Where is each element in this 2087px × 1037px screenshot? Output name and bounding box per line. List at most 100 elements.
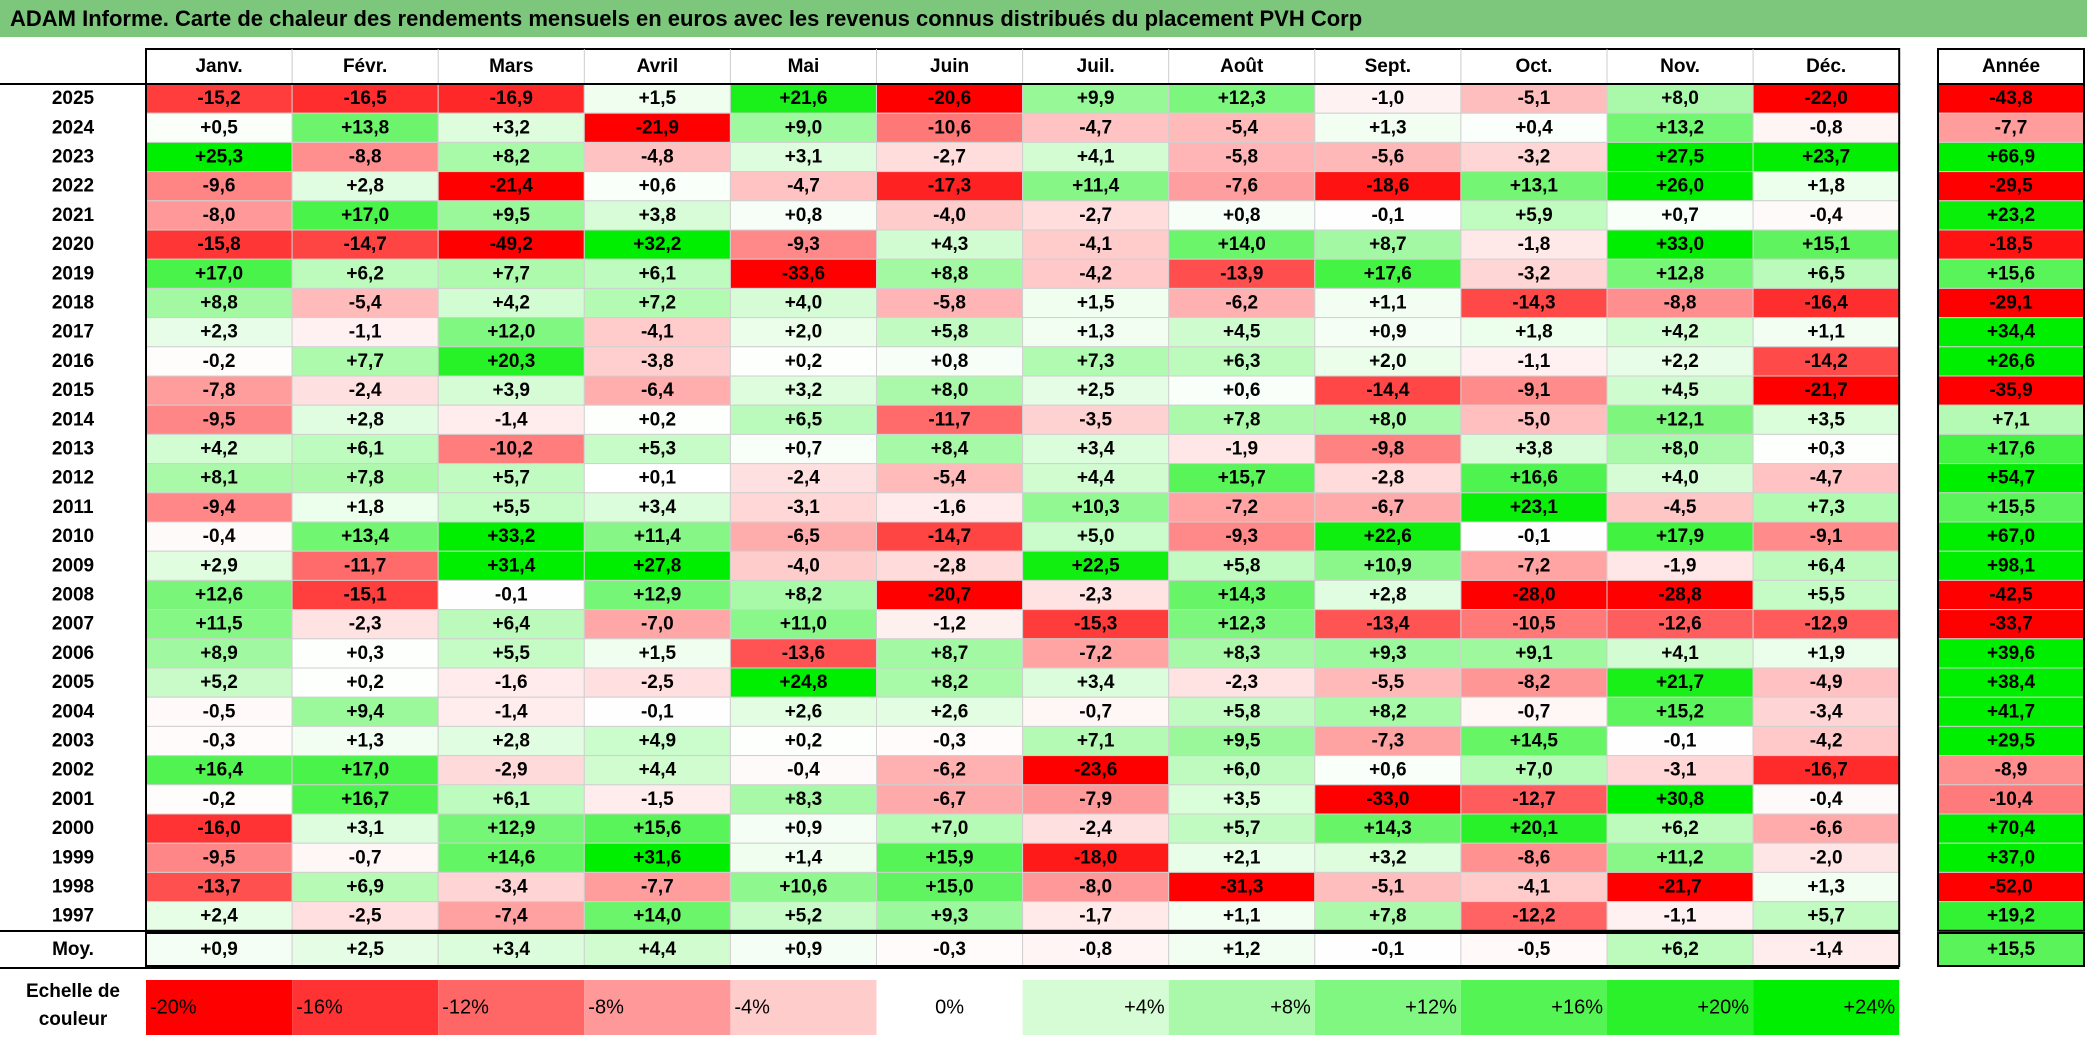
annual-cell xyxy=(1937,258,2085,289)
heatmap-cell xyxy=(1460,696,1608,727)
cell-value: -2,3 xyxy=(1079,585,1112,606)
heatmap-cell xyxy=(1314,317,1462,348)
heatmap-cell xyxy=(1460,521,1608,552)
cell-value: -28,8 xyxy=(1658,585,1701,606)
annual-value: +17,6 xyxy=(1987,439,2035,460)
annual-cell xyxy=(1937,579,2085,611)
heatmap-cell xyxy=(1606,258,1754,289)
cell-value: +4,5 xyxy=(1223,322,1261,343)
cell-value: +8,2 xyxy=(785,585,823,606)
heatmap-cell xyxy=(729,171,878,202)
heatmap-cell xyxy=(876,141,1024,173)
year-label-2015: 2015 xyxy=(52,380,95,401)
heatmap-cell xyxy=(729,287,878,319)
cell-value: -2,7 xyxy=(1079,205,1112,226)
color-scale-label-line-1: Echelle de xyxy=(26,981,120,1002)
cell-value: +8,0 xyxy=(931,380,969,401)
cell-value: +11,5 xyxy=(196,614,243,635)
cell-value: +16,7 xyxy=(341,789,389,810)
cell-value: +12,9 xyxy=(487,818,535,839)
month-header-2: Mars xyxy=(489,56,533,77)
cell-value: +2,9 xyxy=(200,555,238,576)
cell-value: +27,5 xyxy=(1656,147,1705,168)
cell-value: +2,6 xyxy=(931,701,969,722)
heatmap-cell xyxy=(1022,784,1170,815)
heatmap-cell xyxy=(1460,609,1608,640)
cell-value: -3,8 xyxy=(641,351,674,372)
cell-value: -3,4 xyxy=(1810,701,1843,722)
cell-value: +0,6 xyxy=(639,176,677,197)
cell-value: +0,3 xyxy=(1807,439,1845,460)
heatmap-cell xyxy=(729,696,878,727)
cell-value: -2,4 xyxy=(349,380,382,401)
month-header-9: Oct. xyxy=(1515,56,1552,77)
cell-value: +9,4 xyxy=(346,701,384,722)
heatmap-cell xyxy=(1168,842,1316,873)
cell-value: +0,6 xyxy=(1369,760,1407,781)
cell-value: +12,3 xyxy=(1218,614,1266,635)
heatmap-cell xyxy=(1168,521,1316,552)
cell-value: +6,1 xyxy=(346,439,384,460)
cell-value: -9,5 xyxy=(203,847,236,868)
heatmap-cell xyxy=(1022,375,1170,406)
cell-value: -1,4 xyxy=(495,701,528,722)
cell-value: -20,7 xyxy=(928,585,971,606)
heatmap-cell xyxy=(1022,171,1170,202)
heatmap-cell xyxy=(1022,871,1170,903)
cell-value: -3,2 xyxy=(1518,263,1551,284)
heatmap-cell xyxy=(291,463,439,494)
cell-value: +3,4 xyxy=(1077,672,1115,693)
cell-value: -7,8 xyxy=(203,380,236,401)
average-value: +1,2 xyxy=(1223,939,1261,960)
heatmap-cell xyxy=(583,287,731,319)
heatmap-cell xyxy=(1752,550,1900,581)
cell-value: +0,9 xyxy=(785,818,823,839)
cell-value: +0,1 xyxy=(639,468,677,489)
heatmap-cell xyxy=(1460,725,1608,757)
annual-cell xyxy=(1937,784,2085,815)
heatmap-cell xyxy=(1606,521,1754,552)
annual-cell xyxy=(1937,609,2085,640)
cell-value: +9,0 xyxy=(785,117,823,138)
cell-value: -2,9 xyxy=(495,760,528,781)
heatmap-cell xyxy=(437,141,585,173)
cell-value: +8,2 xyxy=(1369,701,1407,722)
month-header-10: Nov. xyxy=(1660,56,1700,77)
cell-value: +5,9 xyxy=(1515,205,1553,226)
average-cell xyxy=(583,932,731,967)
color-scale-label: +20% xyxy=(1697,997,1749,1019)
cell-value: -10,6 xyxy=(928,117,971,138)
average-cell xyxy=(1168,932,1316,967)
cell-value: +32,2 xyxy=(633,234,681,255)
cell-value: +11,0 xyxy=(780,614,827,635)
year-label-2024: 2024 xyxy=(52,117,95,138)
year-label-2022: 2022 xyxy=(52,176,94,197)
heatmap-cell xyxy=(437,813,585,844)
cell-value: -8,6 xyxy=(1518,847,1551,868)
cell-value: -10,2 xyxy=(490,439,533,460)
heatmap-cell xyxy=(1314,433,1462,465)
annual-value: +66,9 xyxy=(1987,147,2035,168)
heatmap-cell xyxy=(291,287,439,319)
heatmap-cell xyxy=(1460,842,1608,873)
heatmap-cell xyxy=(876,725,1024,757)
cell-value: +0,2 xyxy=(785,731,823,752)
heatmap-cell xyxy=(1752,755,1900,786)
cell-value: +3,5 xyxy=(1807,409,1845,430)
cell-value: +4,3 xyxy=(931,234,969,255)
heatmap-cell xyxy=(145,725,293,757)
cell-value: -14,7 xyxy=(343,234,386,255)
chart-title: ADAM Informe. Carte de chaleur des rende… xyxy=(0,0,2087,37)
cell-value: +4,0 xyxy=(1661,468,1699,489)
cell-value: +4,2 xyxy=(492,293,530,314)
cell-value: -1,6 xyxy=(495,672,528,693)
average-value: -1,4 xyxy=(1810,939,1843,960)
cell-value: -11,7 xyxy=(344,555,386,576)
average-value: +4,4 xyxy=(639,939,677,960)
cell-value: +12,8 xyxy=(1656,263,1704,284)
cell-value: +22,5 xyxy=(1072,555,1121,576)
cell-value: -9,1 xyxy=(1518,380,1551,401)
heatmap-cell xyxy=(1460,258,1608,289)
cell-value: +0,4 xyxy=(1515,117,1553,138)
annual-value: +26,6 xyxy=(1987,351,2035,372)
